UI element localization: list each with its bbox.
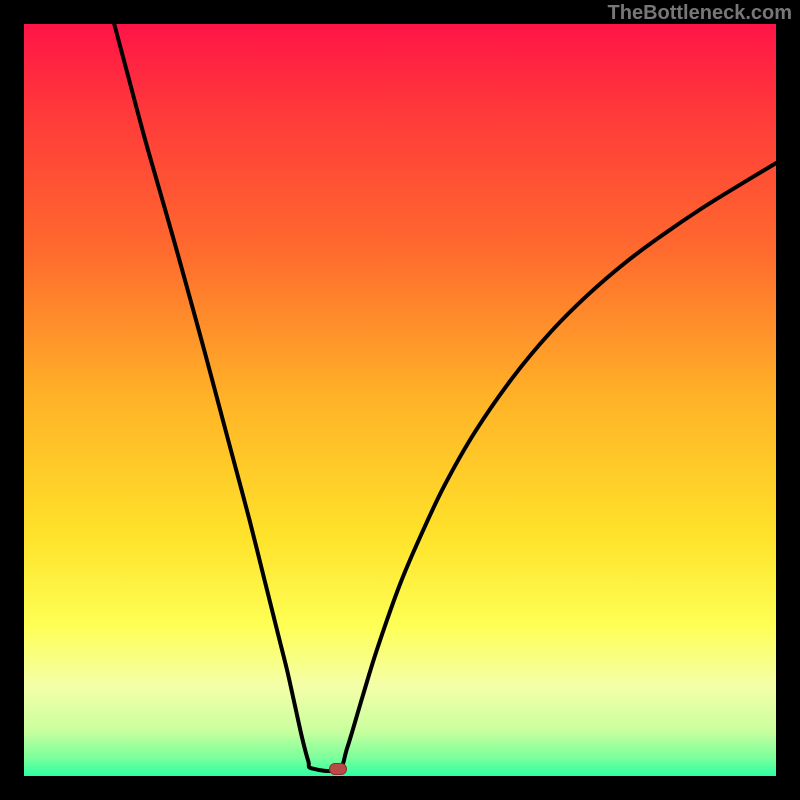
plot-area: [24, 24, 776, 776]
optimum-marker: [329, 763, 347, 775]
bottleneck-curve: [114, 24, 776, 771]
curve-layer: [24, 24, 776, 776]
chart-container: TheBottleneck.com: [0, 0, 800, 800]
watermark-text: TheBottleneck.com: [608, 2, 792, 25]
